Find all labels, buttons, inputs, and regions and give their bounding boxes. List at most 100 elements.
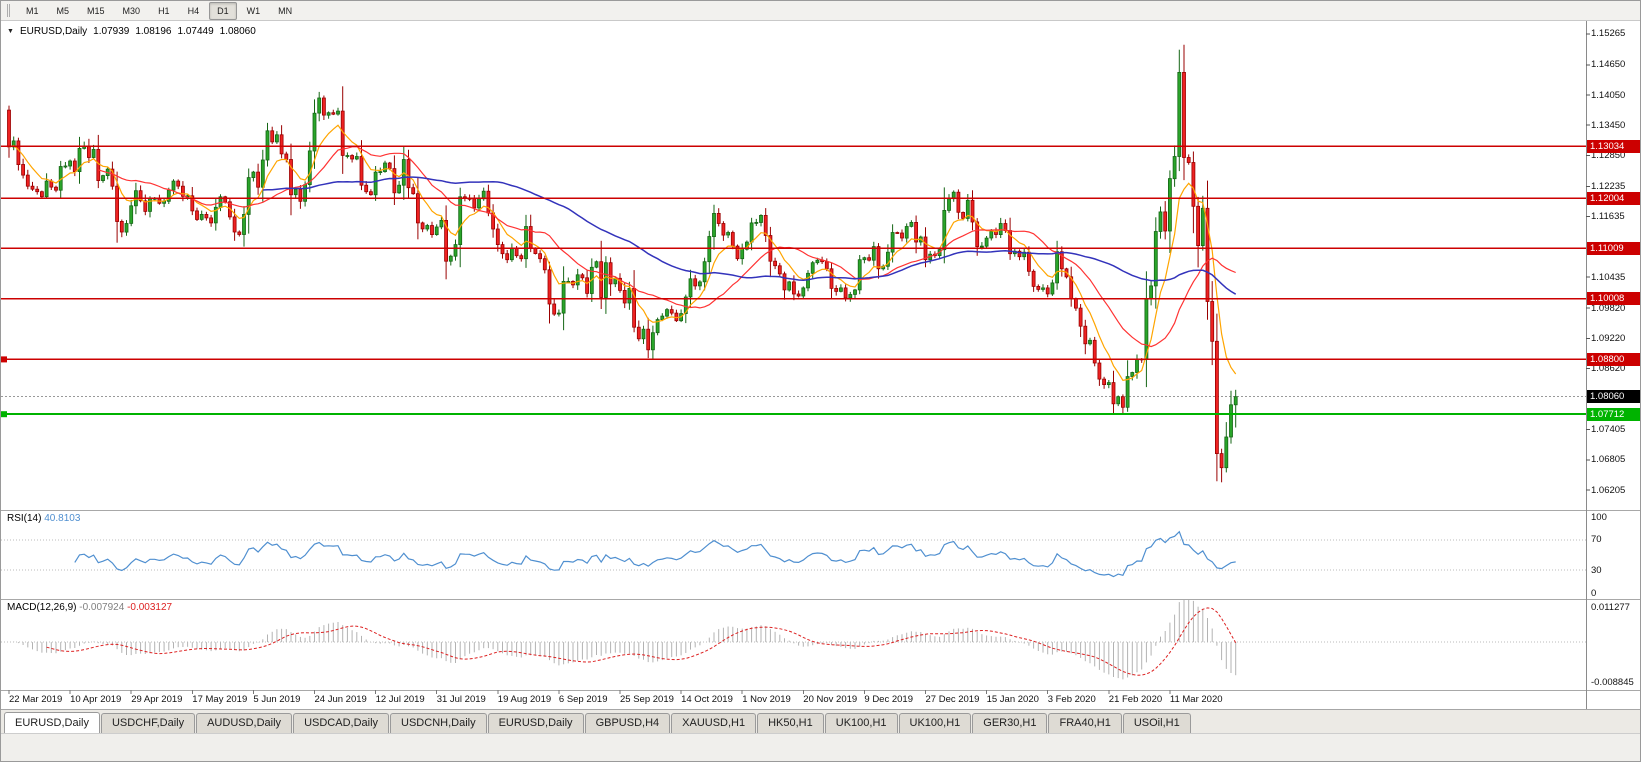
- time-axis-label: 6 Sep 2019: [558, 694, 608, 705]
- price-tick-label: 1.06805: [1591, 454, 1626, 466]
- rsi-indicator-label: RSI(14) 40.8103: [7, 513, 80, 524]
- price-tick-label: 1.15265: [1591, 28, 1626, 40]
- hlines-layer[interactable]: [1, 145, 1586, 418]
- resistance-price-tag[interactable]: 1.13034: [1587, 139, 1640, 153]
- macd-histogram: [13, 599, 1237, 680]
- chart-tab-usdcad-daily-3[interactable]: USDCAD,Daily: [293, 713, 390, 733]
- time-axis-label: 24 Jun 2019: [314, 694, 367, 705]
- time-axis-label: 5 Jun 2019: [253, 694, 301, 705]
- macd-indicator-label: MACD(12,26,9) -0.007924 -0.003127: [7, 602, 172, 613]
- time-axis-label: 19 Aug 2019: [497, 694, 552, 705]
- chart-tab-usoil-h1-13[interactable]: USOil,H1: [1122, 713, 1191, 733]
- chart-tab-usdchf-daily-1[interactable]: USDCHF,Daily: [100, 713, 196, 733]
- rsi-tick-label: 100: [1591, 511, 1607, 523]
- resistance-price-tag[interactable]: 1.08800: [1587, 352, 1640, 366]
- chart-tab-uk100-h1-10[interactable]: UK100,H1: [898, 713, 972, 733]
- chart-tab-gbpusd-h4-6[interactable]: GBPUSD,H4: [584, 713, 671, 733]
- chart-tab-eurusd-daily-5[interactable]: EURUSD,Daily: [487, 713, 584, 733]
- chart-tab-xauusd-h1-7[interactable]: XAUUSD,H1: [671, 713, 757, 733]
- price-chart-plot[interactable]: [1, 21, 1641, 709]
- macd-signal-value: -0.003127: [127, 602, 173, 613]
- resistance-price-tag[interactable]: 1.11009: [1587, 241, 1640, 255]
- rsi-value: 40.8103: [44, 513, 81, 524]
- timeframe-button-d1[interactable]: D1: [209, 1, 237, 20]
- time-axis-label: 20 Nov 2019: [803, 694, 858, 705]
- ma-fast-line: [8, 124, 1237, 381]
- price-tick-label: 1.12235: [1591, 180, 1626, 192]
- price-tick-label: 1.07405: [1591, 424, 1626, 436]
- rsi-label-text: RSI(14): [7, 513, 42, 524]
- timeframe-button-w1[interactable]: W1: [246, 5, 261, 16]
- status-bar: [1, 733, 1640, 761]
- timeframe-button-h4[interactable]: H4: [187, 5, 200, 16]
- current-price-tag[interactable]: 1.08060: [1587, 390, 1640, 404]
- price-tick-label: 1.14050: [1591, 89, 1626, 101]
- timeframe-button-m1[interactable]: M1: [26, 5, 39, 16]
- rsi-line: [74, 530, 1236, 578]
- ohlc-open: 1.07939: [93, 26, 130, 37]
- timeframes-toolbar: M1 M5 M15 M30 H1 H4 D1 W1 MN: [1, 1, 1640, 21]
- price-tick-label: 1.06205: [1591, 484, 1626, 496]
- chart-tab-uk100-h1-9[interactable]: UK100,H1: [824, 713, 898, 733]
- time-axis-label: 15 Jan 2020: [986, 694, 1039, 705]
- chart-tab-audusd-daily-2[interactable]: AUDUSD,Daily: [196, 713, 293, 733]
- time-axis-label: 1 Nov 2019: [742, 694, 791, 705]
- time-axis-label: 31 Jul 2019: [436, 694, 486, 705]
- time-axis-label: 9 Dec 2019: [864, 694, 913, 705]
- ma-mid-line: [98, 145, 1236, 348]
- chart-tab-usdcnh-daily-4[interactable]: USDCNH,Daily: [390, 713, 487, 733]
- price-tick-label: 1.10435: [1591, 271, 1626, 283]
- time-axis-label: 22 Mar 2019: [9, 694, 63, 705]
- price-tick-label: 1.13450: [1591, 119, 1626, 131]
- toolbar-drag-grip[interactable]: [7, 4, 10, 17]
- time-axis-label: 14 Oct 2019: [681, 694, 733, 705]
- timeframe-button-mn[interactable]: MN: [278, 5, 293, 16]
- chart-tab-fra40-h1-12[interactable]: FRA40,H1: [1048, 713, 1122, 733]
- time-axis[interactable]: 22 Mar 2019 10 Apr 2019 29 Apr 2019 17 May …: [1, 690, 1586, 709]
- resistance-price-tag[interactable]: 1.10008: [1587, 292, 1640, 306]
- price-axis[interactable]: 1.15265 1.14650 1.14050 1.13450 1.12850 1.122…: [1587, 21, 1640, 709]
- price-tick-label: 1.08620: [1591, 362, 1626, 374]
- rsi-tick-label: 0: [1591, 587, 1597, 599]
- macd-label-text: MACD(12,26,9): [7, 602, 77, 613]
- chart-ohlc-title: ▼ EURUSD,Daily 1.07939 1.08196 1.07449 1…: [7, 26, 256, 37]
- timeframe-buttons: M1 M5 M15 M30 H1 H4 D1 W1 MN: [18, 1, 302, 20]
- chart-tab-bar: EURUSD,Daily USDCHF,Daily AUDUSD,Daily USDC…: [1, 709, 1640, 733]
- ma-slow-line: [262, 176, 1237, 295]
- time-axis-label: 3 Feb 2020: [1047, 694, 1096, 705]
- price-tick-label: 1.14650: [1591, 59, 1626, 71]
- macd-tick-label: -0.008845: [1591, 676, 1634, 688]
- chart-tab-hk50-h1-8[interactable]: HK50,H1: [757, 713, 824, 733]
- chart-tab-eurusd-daily-0[interactable]: EURUSD,Daily: [4, 712, 100, 733]
- macd-tick-label: 0.011277: [1591, 601, 1630, 613]
- rsi-tick-label: 30: [1591, 564, 1602, 576]
- ohlc-high: 1.08196: [135, 26, 172, 37]
- time-axis-label: 10 Apr 2019: [70, 694, 122, 705]
- time-axis-label: 11 Mar 2020: [1169, 694, 1223, 705]
- timeframe-button-m5[interactable]: M5: [56, 5, 70, 16]
- time-axis-label: 27 Dec 2019: [925, 694, 980, 705]
- timeframe-button-m30[interactable]: M30: [122, 5, 141, 16]
- time-axis-label: 12 Jul 2019: [375, 694, 425, 705]
- support-price-tag[interactable]: 1.07712: [1587, 407, 1640, 421]
- rsi-tick-label: 70: [1591, 534, 1602, 546]
- chart-tab-ger30-h1-11[interactable]: GER30,H1: [972, 713, 1048, 733]
- price-tick-label: 1.09820: [1591, 302, 1626, 314]
- time-axis-label: 21 Feb 2020: [1108, 694, 1163, 705]
- time-axis-label: 17 May 2019: [192, 694, 248, 705]
- price-tick-label: 1.12850: [1591, 149, 1626, 161]
- chart-window: ▼ EURUSD,Daily 1.07939 1.08196 1.07449 1…: [1, 21, 1641, 709]
- timeframe-button-m15[interactable]: M15: [87, 5, 105, 16]
- time-axis-label: 29 Apr 2019: [131, 694, 183, 705]
- resistance-price-tag[interactable]: 1.12004: [1587, 191, 1640, 205]
- macd-signal-line: [46, 607, 1237, 676]
- candles-layer: [7, 44, 1238, 483]
- price-tick-label: 1.09220: [1591, 332, 1626, 344]
- macd-main-value: -0.007924: [79, 602, 125, 613]
- timeframe-button-h1[interactable]: H1: [158, 5, 170, 16]
- ohlc-low: 1.07449: [177, 26, 214, 37]
- ohlc-close: 1.08060: [219, 26, 256, 37]
- chart-symbol-label: EURUSD,Daily: [19, 26, 88, 37]
- chart-dropdown-icon[interactable]: ▼: [7, 27, 14, 35]
